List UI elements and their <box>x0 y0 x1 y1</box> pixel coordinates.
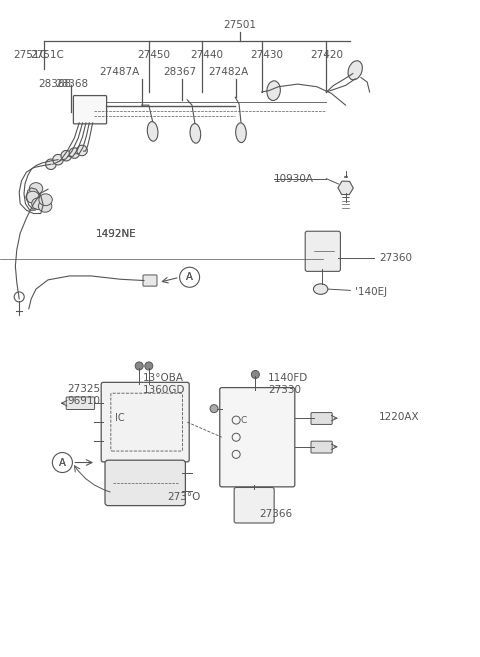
Text: IC: IC <box>115 413 125 423</box>
FancyBboxPatch shape <box>305 231 340 271</box>
Text: 13°OBA: 13°OBA <box>143 373 184 384</box>
Text: C: C <box>241 416 247 425</box>
Ellipse shape <box>46 159 56 170</box>
Text: 273°O: 273°O <box>167 491 201 502</box>
Ellipse shape <box>348 60 362 80</box>
Text: 28367: 28367 <box>163 66 196 77</box>
Circle shape <box>210 405 218 413</box>
Ellipse shape <box>267 81 280 101</box>
FancyBboxPatch shape <box>143 275 157 286</box>
Ellipse shape <box>77 145 87 156</box>
Text: A: A <box>59 457 66 468</box>
Text: 27440: 27440 <box>190 50 223 60</box>
Text: 27501: 27501 <box>224 20 256 30</box>
Text: 2751C: 2751C <box>30 50 64 60</box>
Circle shape <box>135 362 143 370</box>
Text: 2751C: 2751C <box>13 50 47 60</box>
Text: 27450: 27450 <box>137 50 170 60</box>
Text: 28368: 28368 <box>38 79 72 89</box>
Text: 1220AX: 1220AX <box>379 412 420 422</box>
Text: 28368: 28368 <box>55 79 88 89</box>
Text: 1492NE: 1492NE <box>96 229 137 239</box>
Ellipse shape <box>69 148 80 158</box>
FancyBboxPatch shape <box>311 413 332 424</box>
Circle shape <box>252 371 259 378</box>
FancyBboxPatch shape <box>311 441 332 453</box>
Text: A: A <box>59 457 66 468</box>
Ellipse shape <box>53 154 63 165</box>
FancyBboxPatch shape <box>105 460 185 506</box>
FancyBboxPatch shape <box>234 487 274 523</box>
Ellipse shape <box>26 191 39 203</box>
Text: 27360: 27360 <box>379 252 412 263</box>
Text: 27430: 27430 <box>250 50 283 60</box>
FancyBboxPatch shape <box>220 388 295 487</box>
Circle shape <box>145 362 153 370</box>
Text: 27487A: 27487A <box>99 66 139 77</box>
Ellipse shape <box>236 123 246 143</box>
Ellipse shape <box>32 198 45 210</box>
Text: 27325: 27325 <box>67 384 100 394</box>
Ellipse shape <box>39 194 52 206</box>
Ellipse shape <box>147 122 158 141</box>
Ellipse shape <box>190 124 201 143</box>
Text: '140EJ: '140EJ <box>355 286 387 297</box>
Text: A: A <box>186 272 193 283</box>
Text: 27482A: 27482A <box>208 66 249 77</box>
FancyBboxPatch shape <box>66 397 95 409</box>
Text: 1140FD: 1140FD <box>268 373 308 384</box>
Ellipse shape <box>38 200 52 212</box>
Text: 96910: 96910 <box>67 396 100 406</box>
Text: 27420: 27420 <box>310 50 343 60</box>
Text: 1360GD: 1360GD <box>143 385 186 396</box>
FancyBboxPatch shape <box>101 382 189 462</box>
Text: 27330: 27330 <box>268 385 301 396</box>
Text: 27366: 27366 <box>259 509 292 519</box>
Ellipse shape <box>313 284 328 294</box>
FancyBboxPatch shape <box>73 95 107 124</box>
Ellipse shape <box>29 183 43 194</box>
Text: A: A <box>186 272 193 283</box>
Text: 10930A: 10930A <box>274 173 313 184</box>
Text: 1492NE: 1492NE <box>96 229 137 239</box>
Ellipse shape <box>61 150 72 161</box>
